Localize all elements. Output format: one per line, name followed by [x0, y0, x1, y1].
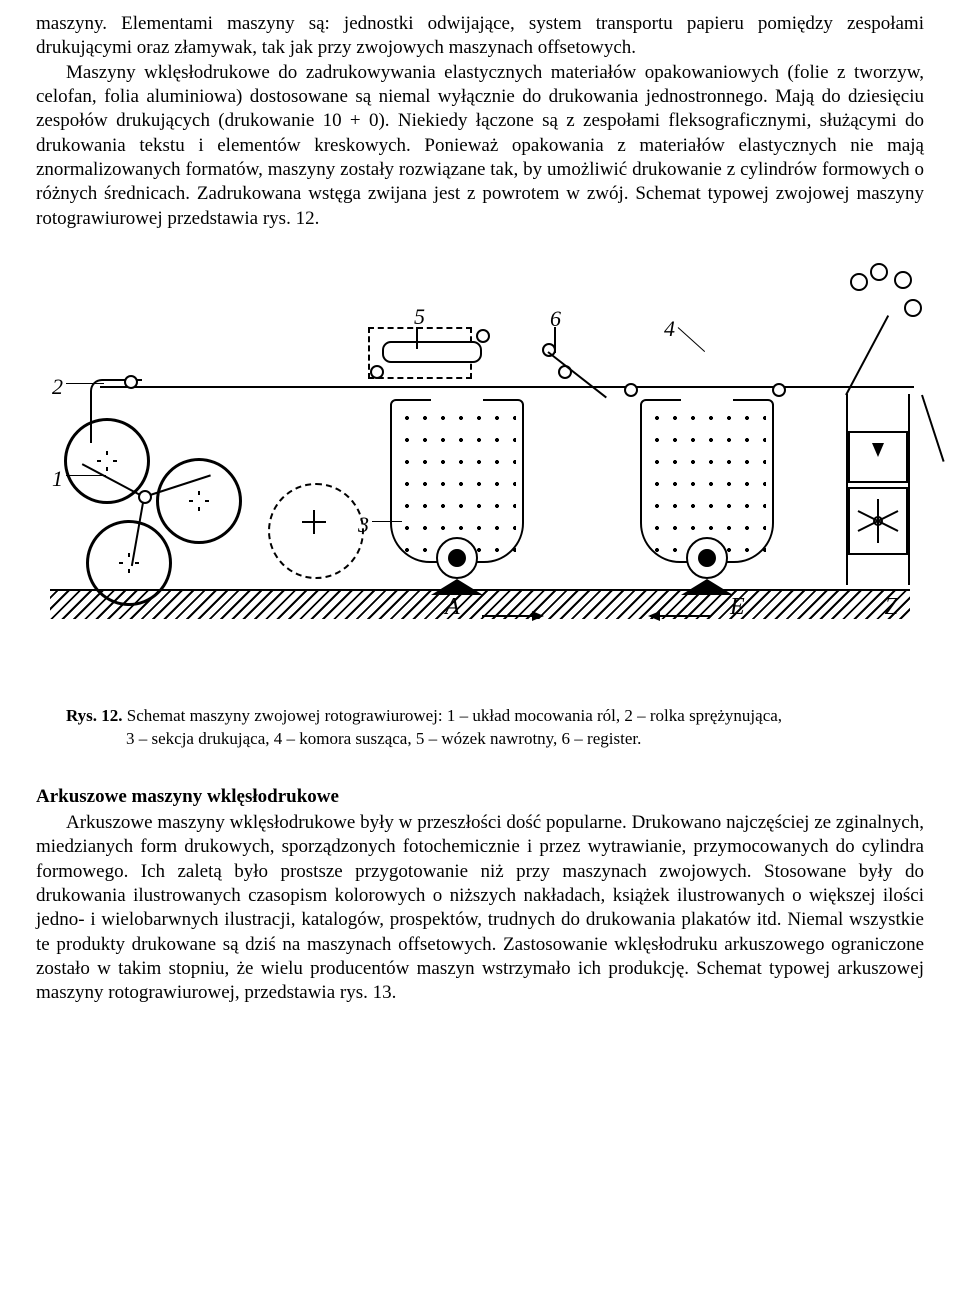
floor-letter-a: A [445, 592, 460, 623]
floor-letter-e: E [730, 592, 745, 623]
station-b-idler-2 [772, 383, 786, 397]
folder-box-bottom [848, 487, 908, 555]
paper-web-line [100, 386, 914, 388]
spare-roll-cross-v [313, 510, 315, 534]
floor-letter-z: Z [885, 592, 898, 623]
figure-12-caption-number: Rys. 12. [66, 706, 127, 725]
figure-12-diagram: 1 2 3 4 5 6 A E Z [50, 269, 910, 669]
spring-roller-unit [90, 379, 142, 443]
spring-roller-idler [124, 375, 138, 389]
section-heading: Arkuszowe maszyny wklęsłodrukowe [36, 785, 924, 809]
figure-12-caption-line-2: 3 – sekcja drukująca, 4 – komora susząca… [66, 728, 641, 751]
spare-roll-outline [268, 483, 364, 579]
floor-arrow-a [482, 615, 542, 617]
print-station-b [640, 399, 774, 563]
return-carriage-roller [382, 341, 482, 363]
label-3: 3 [358, 511, 369, 539]
label-6: 6 [550, 305, 561, 333]
folder-box-top [848, 431, 908, 483]
station-b-idler-1 [624, 383, 638, 397]
paragraph-2: Maszyny wklęsłodrukowe do zadrukowywania… [36, 61, 924, 231]
paragraph-3: Arkuszowe maszyny wklęsłodrukowe były w … [36, 811, 924, 1006]
floor-arrow-e [650, 615, 710, 617]
carriage-idler-2 [476, 329, 490, 343]
figure-12-caption-line-1: Schemat maszyny zwojowej rotograwiurowej… [127, 706, 782, 725]
label-4: 4 [664, 315, 675, 343]
carriage-idler-1 [370, 365, 384, 379]
paragraph-1: maszyny. Elementami maszyny są: jednostk… [36, 12, 924, 61]
ground-hatch [50, 591, 910, 619]
label-1: 1 [52, 465, 63, 493]
figure-12-caption: Rys. 12. Schemat maszyny zwojowej rotogr… [66, 705, 914, 751]
roll-mount-unit [60, 414, 250, 599]
print-station-a [390, 399, 524, 563]
figure-12: 1 2 3 4 5 6 A E Z [36, 269, 924, 751]
label-5: 5 [414, 303, 425, 331]
register-lever [547, 351, 607, 398]
label-2: 2 [52, 373, 63, 401]
